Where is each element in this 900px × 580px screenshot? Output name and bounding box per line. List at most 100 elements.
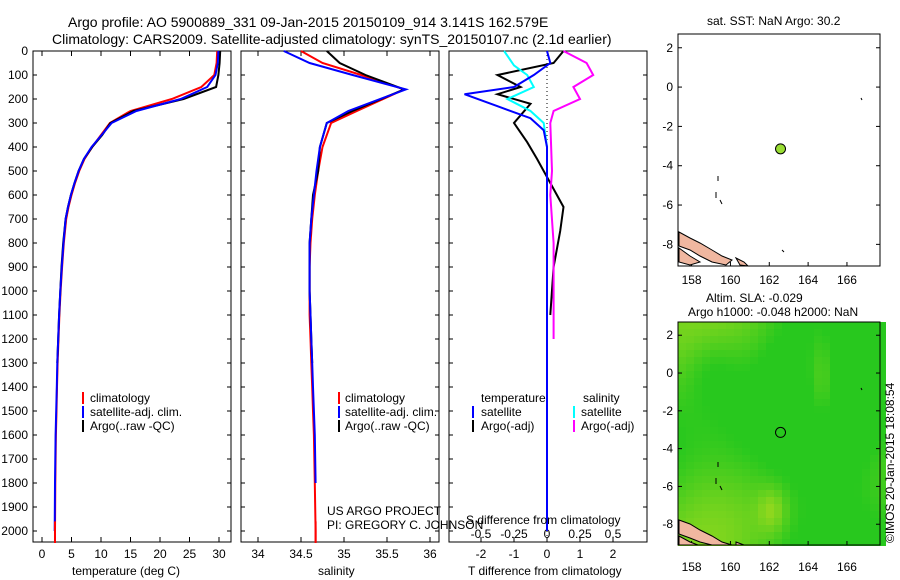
depth-tick-label: 900 [8, 260, 28, 274]
sal-tick-label: 35 [337, 547, 351, 561]
tdiff-tick-label: 0 [544, 547, 551, 561]
sdiff-tick-label: -0.25 [500, 527, 528, 541]
depth-tick-label: 2000 [1, 524, 28, 538]
sal-tick-label: 35.5 [375, 547, 399, 561]
sal-climatology-line [300, 50, 407, 543]
legend-head-salinity: salinity [583, 391, 620, 405]
sdiff-argo-line [549, 50, 595, 339]
temp-tick-label: 20 [153, 547, 167, 561]
sst-lat-label: 0 [666, 80, 673, 94]
sla-lat-label: -4 [662, 442, 673, 456]
depth-tick-label: 1400 [1, 380, 28, 394]
tdiff-argo-line [494, 50, 565, 316]
sla-map-field [678, 322, 886, 546]
argo-float-marker-sst [775, 143, 787, 155]
legend-label-argo: Argo(..raw -QC) [90, 419, 175, 433]
sal-argo-line [308, 50, 407, 364]
tdiff-tick-label: -1 [509, 547, 520, 561]
temp-tick-label: 10 [94, 547, 108, 561]
difference-legend: temperature satellite Argo(-adj) salinit… [472, 391, 634, 433]
sal-tick-label: 34.5 [289, 547, 313, 561]
sla-lon-label: 166 [837, 560, 857, 574]
sst-lon-label: 160 [720, 273, 740, 287]
sst-lat-label: -8 [662, 237, 673, 251]
sla-lat-label: -2 [662, 404, 673, 418]
legend-label-temp-argo: Argo(-adj) [481, 419, 534, 433]
tdiff-tick-label: -2 [476, 547, 487, 561]
depth-tick-label: 600 [8, 188, 28, 202]
sal-tick-label: 36 [423, 547, 437, 561]
depth-tick-label: 100 [8, 68, 28, 82]
legend-head-temperature: temperature [481, 391, 546, 405]
depth-tick-label: 1800 [1, 476, 28, 490]
sst-lon-label: 162 [759, 273, 779, 287]
temp-satellite-line [53, 50, 220, 532]
s-difference-label: S difference from climatology [466, 513, 621, 527]
depth-tick-label: 700 [8, 212, 28, 226]
legend-label-sal-argo: Argo(-adj) [581, 419, 634, 433]
depth-tick-label: 500 [8, 164, 28, 178]
tdiff-satellite-line [464, 50, 552, 531]
sla-lon-label: 158 [682, 560, 702, 574]
legend-label-climatology: climatology [90, 391, 150, 405]
sst-lat-label: -6 [662, 198, 673, 212]
credit-pi: PI: GREGORY C. JOHNSON [327, 518, 483, 532]
sla-map-title-line1: Altim. SLA: -0.029 [706, 291, 803, 305]
sdiff-tick-label: 0.5 [605, 527, 622, 541]
chart-title-line2: Climatology: CARS2009. Satellite-adjuste… [52, 31, 612, 47]
depth-tick-label: 300 [8, 116, 28, 130]
sla-lat-label: 2 [666, 328, 673, 342]
salinity-xlabel: salinity [318, 564, 355, 578]
legend-label-temp-satellite: satellite [481, 405, 522, 419]
sdiff-satellite-line [503, 50, 548, 531]
sal-tick-label: 34 [251, 547, 265, 561]
sla-map-coastline [678, 387, 863, 546]
temp-tick-label: 30 [212, 547, 226, 561]
sst-lon-label: 166 [837, 273, 857, 287]
sal-satellite-line [283, 50, 410, 484]
legend-label-sal-satellite: satellite [581, 405, 622, 419]
legend-label-satellite: satellite-adj. clim. [90, 405, 182, 419]
sdiff-tick-label: 0 [544, 527, 551, 541]
credit-project: US ARGO PROJECT [327, 504, 442, 518]
salinity-legend: climatology satellite-adj. clim. Argo(..… [338, 391, 437, 433]
temp-tick-label: 0 [39, 547, 46, 561]
sst-lon-label: 158 [682, 273, 702, 287]
depth-tick-label: 1700 [1, 452, 28, 466]
depth-tick-label: 800 [8, 236, 28, 250]
chart-title-line1: Argo profile: AO 5900889_331 09-Jan-2015… [68, 14, 549, 30]
depth-tick-label: 1100 [2, 308, 28, 322]
depth-tick-label: 1500 [1, 404, 28, 418]
depth-tick-label: 200 [8, 92, 28, 106]
tdiff-tick-label: 1 [577, 547, 584, 561]
depth-tick-label: 1200 [1, 332, 28, 346]
sla-map-frame [677, 321, 881, 546]
legend-label-satellite: satellite-adj. clim. [345, 405, 437, 419]
salinity-panel-frame [240, 50, 440, 543]
sst-map-coastline [678, 97, 863, 267]
sla-lon-label: 162 [759, 560, 779, 574]
temp-tick-label: 5 [68, 547, 75, 561]
sdiff-tick-label: 0.25 [568, 527, 592, 541]
temp-climatology-line [54, 50, 219, 543]
temperature-xlabel: temperature (deg C) [72, 564, 180, 578]
sla-lon-label: 160 [720, 560, 740, 574]
sst-lon-label: 164 [798, 273, 818, 287]
sst-map-title: sat. SST: NaN Argo: 30.2 [707, 14, 841, 28]
temp-tick-label: 15 [124, 547, 138, 561]
depth-tick-label: 1600 [1, 428, 28, 442]
depth-tick-label: 1900 [1, 500, 28, 514]
legend-label-argo: Argo(..raw -QC) [345, 419, 430, 433]
sla-map-title-line2: Argo h1000: -0.048 h2000: NaN [688, 305, 858, 319]
tdiff-tick-label: 2 [610, 547, 617, 561]
imos-watermark: ©IMOS 20-Jan-2015 18:08:54 [883, 382, 897, 543]
depth-tick-label: 1000 [1, 284, 28, 298]
legend-label-climatology: climatology [345, 391, 405, 405]
depth-tick-label: 400 [8, 140, 28, 154]
sst-lat-label: 2 [666, 41, 673, 55]
temperature-panel-frame [32, 50, 232, 543]
temperature-legend: climatology satellite-adj. clim. Argo(..… [82, 391, 182, 433]
argo-float-marker-sla [775, 426, 787, 438]
sst-lat-label: -2 [662, 119, 673, 133]
